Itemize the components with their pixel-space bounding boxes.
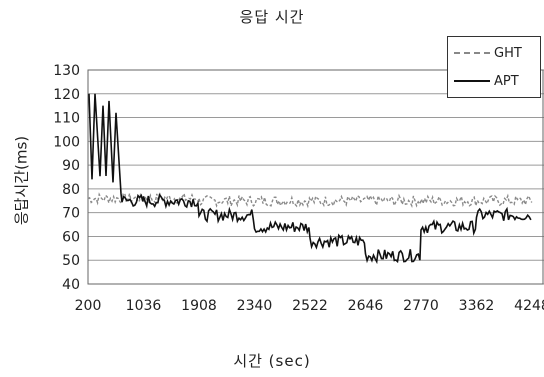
x-tick-label: 2770 [403,298,439,314]
x-tick-label: 1908 [181,298,217,314]
y-tick-label: 50 [62,253,80,269]
legend-item-apt: APT [454,73,519,89]
x-tick-label: 1036 [126,298,162,314]
legend-item-ght: GHT [454,45,522,61]
y-tick-label: 90 [62,158,80,174]
series-line-ght [87,191,533,209]
y-tick-label: 60 [62,229,80,245]
legend-label-ght: GHT [494,45,522,61]
y-tick-label: 120 [53,87,80,103]
legend-label-apt: APT [494,73,519,89]
x-tick-label: 2340 [237,298,273,314]
y-tick-label: 100 [53,134,80,150]
x-axis-label: 시간 (sec) [233,352,311,370]
legend: GHT APT [447,36,541,98]
plot-frame [87,69,544,285]
x-tick-label: 4248 [514,298,544,314]
legend-swatch-apt [454,80,490,82]
y-tick-label: 110 [53,111,80,127]
y-tick-label: 40 [62,277,80,293]
x-tick-label: 2646 [348,298,384,314]
x-tick-label: 3362 [459,298,495,314]
x-tick-label: 2522 [292,298,328,314]
y-tick-label: 70 [62,206,80,222]
chart-title: 응답 시간 [239,8,305,26]
series-line-apt [88,93,532,265]
legend-swatch-ght [454,52,490,54]
x-tick-label: 200 [75,298,102,314]
y-tick-label: 130 [53,63,80,79]
y-tick-label: 80 [62,182,80,198]
